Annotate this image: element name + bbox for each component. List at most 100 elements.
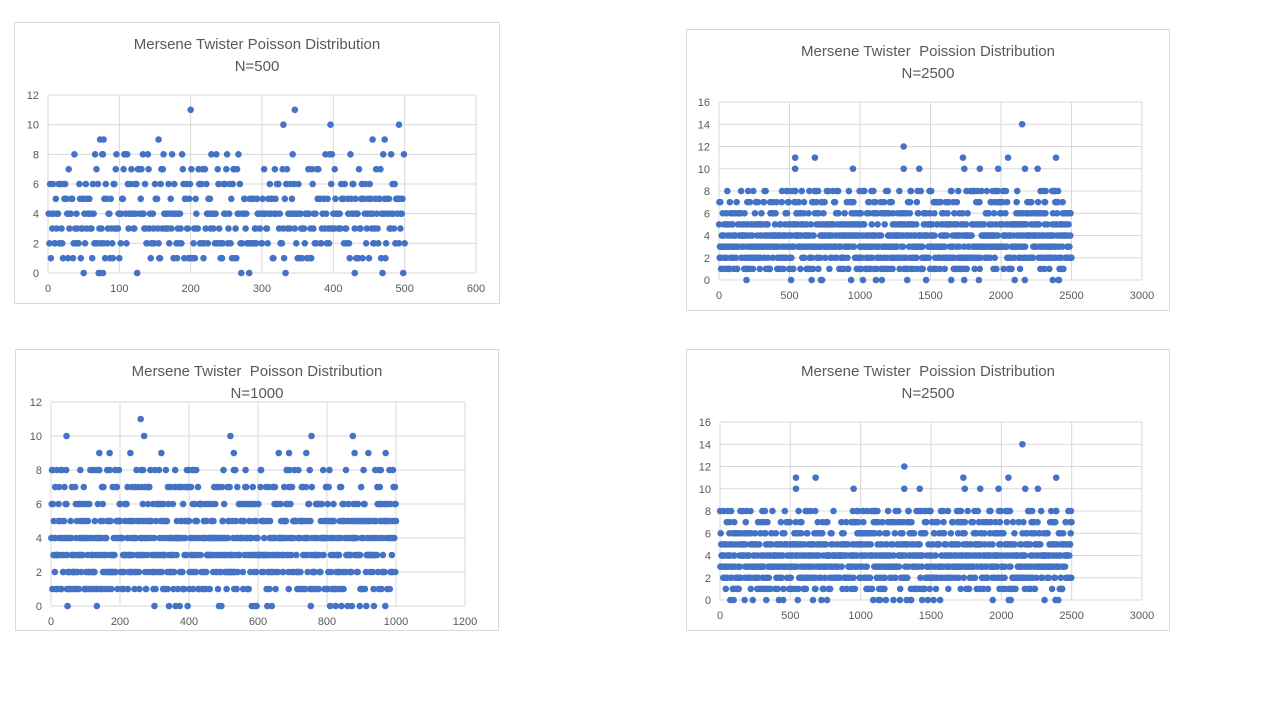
data-point (767, 585, 774, 593)
x-tick-label: 200 (181, 283, 199, 295)
data-point (1035, 221, 1043, 228)
data-point (986, 254, 994, 262)
data-point (722, 254, 730, 262)
data-point (1040, 265, 1048, 273)
data-point (780, 265, 787, 273)
data-point (766, 265, 774, 273)
data-point (305, 210, 313, 217)
data-point (79, 551, 87, 559)
data-point (391, 483, 399, 491)
data-point (348, 568, 355, 576)
data-point (845, 187, 853, 195)
data-point (327, 180, 335, 188)
data-point (102, 534, 110, 542)
data-point (202, 225, 209, 232)
data-point (295, 180, 302, 188)
data-point (769, 507, 776, 515)
data-point (881, 221, 888, 228)
data-point (245, 269, 253, 277)
data-point (1038, 574, 1046, 582)
data-point (881, 585, 888, 593)
data-point (1034, 198, 1042, 206)
data-point (354, 568, 362, 576)
data-point (301, 585, 309, 593)
x-tick-label: 1000 (848, 610, 872, 622)
data-point (382, 254, 389, 262)
data-point (1058, 585, 1066, 593)
data-point (939, 507, 947, 515)
data-point (151, 602, 158, 610)
data-point (874, 507, 881, 515)
data-point (868, 585, 876, 593)
data-point (814, 187, 822, 195)
data-point (68, 195, 76, 203)
data-point (879, 518, 886, 526)
data-point (63, 500, 70, 508)
y-tick-label: 8 (36, 465, 42, 477)
data-point (54, 210, 62, 217)
data-point (171, 466, 179, 474)
data-point (145, 165, 152, 173)
data-point-outlier (349, 432, 357, 440)
data-point (760, 198, 768, 206)
data-point (781, 507, 789, 515)
data-point-outlier (1034, 485, 1042, 493)
data-point-outlier (1018, 120, 1026, 128)
x-tick-label: 0 (45, 283, 51, 295)
data-point (309, 180, 316, 188)
data-point (252, 240, 260, 247)
data-point (170, 180, 178, 188)
data-point (960, 243, 968, 250)
data-point (1059, 529, 1067, 537)
data-point (75, 585, 83, 593)
data-point (225, 210, 233, 217)
data-point (291, 225, 299, 232)
data-point (825, 187, 832, 195)
data-point (119, 195, 127, 203)
data-point (326, 602, 334, 610)
data-point-outlier (280, 121, 287, 128)
data-point (179, 568, 186, 576)
x-tick-label: 500 (395, 283, 413, 295)
data-point (935, 541, 943, 548)
data-point (111, 551, 118, 559)
data-point (253, 602, 260, 610)
data-point-outlier (127, 449, 134, 457)
data-point (850, 574, 857, 582)
data-point-outlier (1021, 165, 1029, 173)
data-point (128, 165, 135, 173)
data-point (824, 518, 831, 526)
data-point (58, 240, 66, 247)
data-point (964, 507, 972, 515)
data-point (880, 198, 888, 206)
data-point (888, 198, 896, 206)
data-point (872, 276, 880, 284)
data-point (809, 596, 817, 604)
data-point (90, 210, 97, 217)
data-point (82, 180, 90, 188)
data-point (263, 225, 271, 232)
data-point (315, 585, 323, 593)
data-point (286, 225, 294, 232)
data-point-outlier (96, 449, 103, 457)
data-point (821, 198, 828, 206)
x-tick-label: 1500 (919, 610, 943, 622)
data-point (289, 151, 296, 158)
data-point (877, 232, 885, 239)
y-tick-label: 0 (704, 275, 710, 287)
data-point (350, 180, 357, 188)
data-point (218, 254, 226, 262)
data-point (1059, 243, 1066, 250)
data-point (113, 483, 121, 491)
data-point (835, 209, 842, 217)
data-point (994, 232, 1002, 239)
data-point (1012, 585, 1019, 593)
chart-n1000: Mersene Twister Poisson Distribution N=1… (15, 349, 499, 631)
data-point (186, 180, 194, 188)
data-point (374, 240, 382, 247)
data-point (965, 585, 973, 593)
data-point (1021, 552, 1029, 559)
data-point (969, 518, 977, 526)
data-point (809, 265, 817, 273)
chart-n500: Mersene Twister Poisson Distribution N=5… (14, 22, 500, 304)
